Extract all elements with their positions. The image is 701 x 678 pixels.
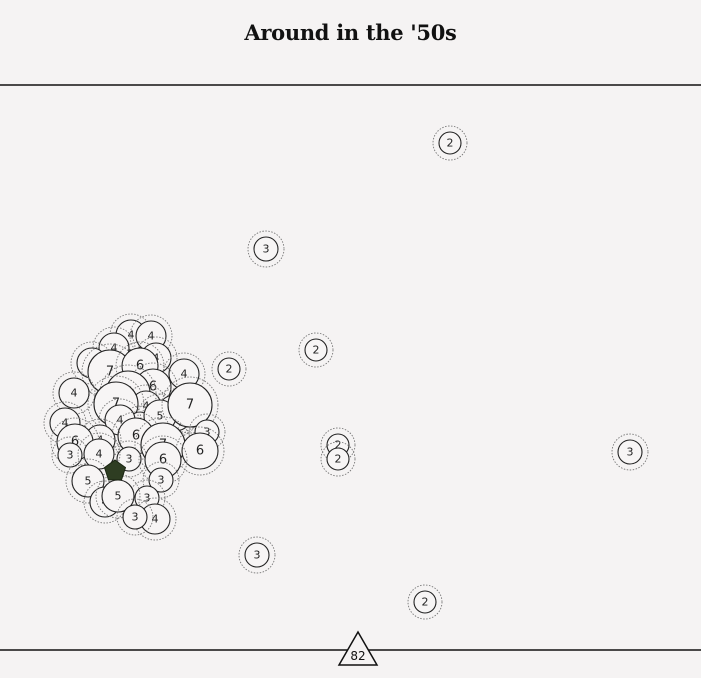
- node-circle: [217, 357, 241, 381]
- node-circle: [57, 442, 83, 468]
- node-value: 4: [152, 513, 159, 526]
- cluster-node[interactable]: 3: [142, 461, 180, 499]
- node-value: 6: [71, 435, 79, 450]
- cluster-node[interactable]: 4: [52, 371, 96, 415]
- node-value: 3: [627, 446, 634, 459]
- node-value: 7: [112, 397, 120, 412]
- node-circle: [181, 432, 219, 470]
- node-range-ring: [320, 441, 356, 477]
- cluster-node[interactable]: 3: [116, 498, 154, 536]
- node-circle: [58, 377, 90, 409]
- node-value: 6: [136, 359, 144, 374]
- node-range-ring: [43, 401, 87, 445]
- cluster-node[interactable]: 6: [175, 426, 225, 476]
- node-range-ring: [320, 427, 356, 463]
- node-range-ring: [238, 536, 276, 574]
- cluster-node[interactable]: 7: [161, 376, 219, 434]
- node-range-ring: [142, 461, 180, 499]
- node-value: 3: [158, 474, 165, 487]
- node-value: 4: [71, 387, 78, 400]
- node-range-ring: [92, 326, 136, 370]
- cluster-node[interactable]: 6: [138, 435, 188, 485]
- move-counter-value: 82: [350, 649, 365, 663]
- node-circle: [253, 236, 279, 262]
- node-range-ring: [211, 351, 247, 387]
- node-value: 4: [143, 400, 150, 413]
- node-circle: [116, 446, 142, 472]
- node-value: 3: [204, 426, 211, 439]
- node-value: 3: [144, 492, 151, 505]
- node-value: 2: [335, 453, 342, 466]
- node-value: 5: [85, 475, 92, 488]
- node-circle: [304, 338, 328, 362]
- node-range-ring: [65, 458, 111, 504]
- node-value: 6: [159, 453, 167, 468]
- scattered-node[interactable]: 2: [407, 584, 443, 620]
- node-value: 5: [115, 490, 122, 503]
- node-value: 4: [117, 414, 124, 427]
- node-value: 2: [335, 439, 342, 452]
- node-circle: [438, 131, 462, 155]
- node-value: 2: [447, 137, 454, 150]
- node-value: 3: [126, 453, 133, 466]
- node-range-ring: [77, 432, 121, 476]
- node-range-ring: [175, 426, 225, 476]
- node-circle: [122, 504, 148, 530]
- node-range-ring: [52, 371, 96, 415]
- node-circle: [148, 467, 174, 493]
- cluster-node[interactable]: 5: [65, 458, 111, 504]
- node-value: 4: [62, 417, 69, 430]
- node-value: 3: [254, 549, 261, 562]
- node-range-ring: [247, 230, 285, 268]
- node-range-ring: [407, 584, 443, 620]
- player-pentagon-icon[interactable]: [103, 459, 127, 481]
- node-range-ring: [87, 375, 145, 433]
- node-value: 2: [226, 363, 233, 376]
- node-value: 4: [181, 368, 188, 381]
- node-range-ring: [78, 418, 122, 462]
- scattered-node[interactable]: 2: [432, 125, 468, 161]
- node-range-ring: [133, 497, 177, 541]
- node-value: 6: [149, 380, 157, 395]
- scattered-node[interactable]: 3: [247, 230, 285, 268]
- node-value: 6: [196, 444, 204, 459]
- node-circle: [244, 542, 270, 568]
- node-value: 7: [186, 398, 194, 413]
- node-range-ring: [116, 498, 154, 536]
- node-range-ring: [611, 433, 649, 471]
- node-circle: [617, 439, 643, 465]
- scattered-node[interactable]: 2: [298, 332, 334, 368]
- node-circle: [413, 590, 437, 614]
- node-value: 4: [96, 448, 103, 461]
- node-circle: [326, 447, 350, 471]
- node-range-ring: [162, 352, 206, 396]
- node-value: 3: [132, 511, 139, 524]
- node-range-ring: [161, 376, 219, 434]
- node-value: 5: [157, 410, 164, 423]
- node-value: 3: [67, 449, 74, 462]
- move-counter: 82: [337, 630, 379, 666]
- level-title: Around in the '50s: [244, 20, 457, 45]
- node-range-ring: [134, 336, 178, 380]
- node-value: 3: [263, 243, 270, 256]
- counter-triangle-icon: [337, 630, 379, 666]
- node-value: 4: [111, 342, 118, 355]
- node-range-ring: [432, 125, 468, 161]
- scattered-node[interactable]: 2: [320, 441, 356, 477]
- scattered-node[interactable]: 3: [611, 433, 649, 471]
- scattered-node[interactable]: 3: [238, 536, 276, 574]
- node-value: 2: [422, 596, 429, 609]
- scattered-node[interactable]: 2: [211, 351, 247, 387]
- node-value: 4: [148, 330, 155, 343]
- nodes-layer: 4444476446747625446747363634563345432322…: [43, 125, 649, 620]
- node-range-ring: [298, 332, 334, 368]
- node-value: 6: [132, 429, 140, 444]
- player-layer: [103, 459, 127, 481]
- node-range-ring: [129, 314, 173, 358]
- node-value: 2: [313, 344, 320, 357]
